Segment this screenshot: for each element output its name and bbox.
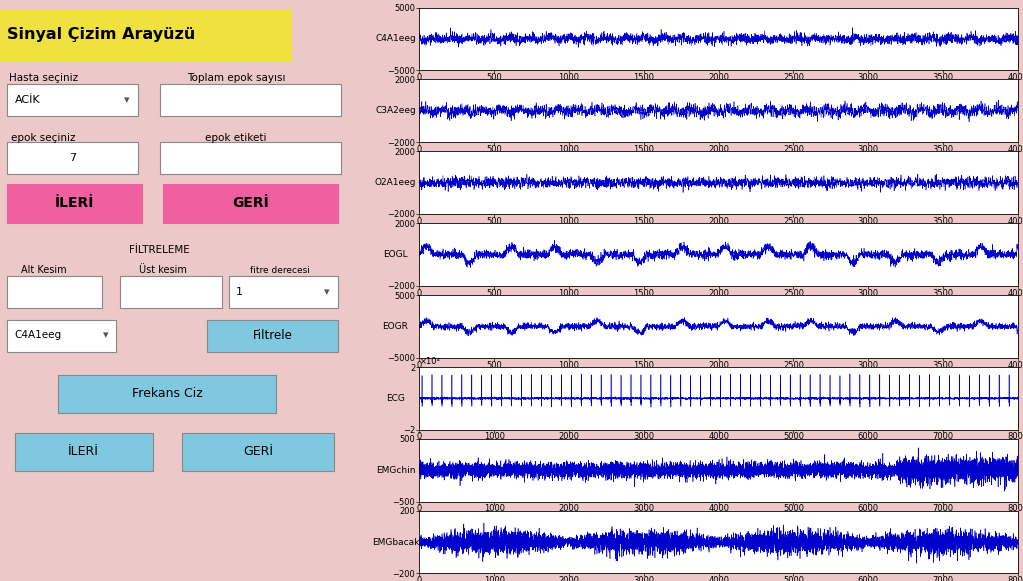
Text: Sinyal Çizim Arayüzü: Sinyal Çizim Arayüzü	[7, 27, 195, 42]
Text: epok seçiniz: epok seçiniz	[11, 133, 76, 144]
Bar	[229, 276, 338, 308]
Bar	[7, 276, 101, 308]
Text: C4A1eeg: C4A1eeg	[14, 330, 61, 340]
Text: fitre derecesi: fitre derecesi	[250, 266, 310, 275]
Bar	[182, 433, 335, 471]
Y-axis label: EMGchin: EMGchin	[375, 466, 415, 475]
Bar	[120, 276, 222, 308]
Bar	[160, 142, 342, 174]
Bar	[0, 9, 291, 61]
Y-axis label: ECG: ECG	[386, 394, 405, 403]
Text: Üst kesim: Üst kesim	[139, 265, 187, 275]
Bar	[7, 84, 138, 116]
Y-axis label: EOGL: EOGL	[384, 250, 408, 259]
Text: Filtrele: Filtrele	[253, 329, 293, 342]
Text: GERİ: GERİ	[232, 196, 269, 210]
Text: Toplam epok sayısı: Toplam epok sayısı	[187, 73, 285, 84]
Text: Frekans Ciz: Frekans Ciz	[132, 387, 203, 400]
Bar	[164, 184, 338, 223]
Bar	[160, 84, 342, 116]
Bar	[207, 320, 338, 352]
Y-axis label: C4A1eeg: C4A1eeg	[375, 34, 416, 44]
Y-axis label: C3A2eeg: C3A2eeg	[375, 106, 416, 115]
Y-axis label: O2A1eeg: O2A1eeg	[374, 178, 416, 187]
Bar	[7, 142, 138, 174]
Text: ▾: ▾	[102, 330, 108, 340]
Text: ×10⁴: ×10⁴	[419, 357, 441, 366]
Text: İLERİ: İLERİ	[69, 445, 99, 458]
Text: İLERİ: İLERİ	[55, 196, 94, 210]
Text: ▾: ▾	[324, 286, 329, 297]
Text: ▾: ▾	[125, 95, 130, 105]
Text: ACİK: ACİK	[14, 95, 40, 105]
Bar	[58, 375, 276, 413]
Y-axis label: EOGR: EOGR	[383, 322, 408, 331]
Bar	[7, 184, 141, 223]
Text: 1: 1	[236, 286, 243, 297]
Text: Hasta seçiniz: Hasta seçiniz	[9, 73, 78, 84]
Y-axis label: EMGbacak: EMGbacak	[371, 537, 419, 547]
Bar	[14, 433, 152, 471]
Text: epok etiketi: epok etiketi	[206, 133, 267, 144]
Text: Alt Kesim: Alt Kesim	[20, 265, 66, 275]
Bar	[7, 320, 117, 352]
Text: FİLTRELEME: FİLTRELEME	[130, 245, 190, 255]
Text: GERİ: GERİ	[242, 445, 273, 458]
Text: 7: 7	[70, 153, 76, 163]
